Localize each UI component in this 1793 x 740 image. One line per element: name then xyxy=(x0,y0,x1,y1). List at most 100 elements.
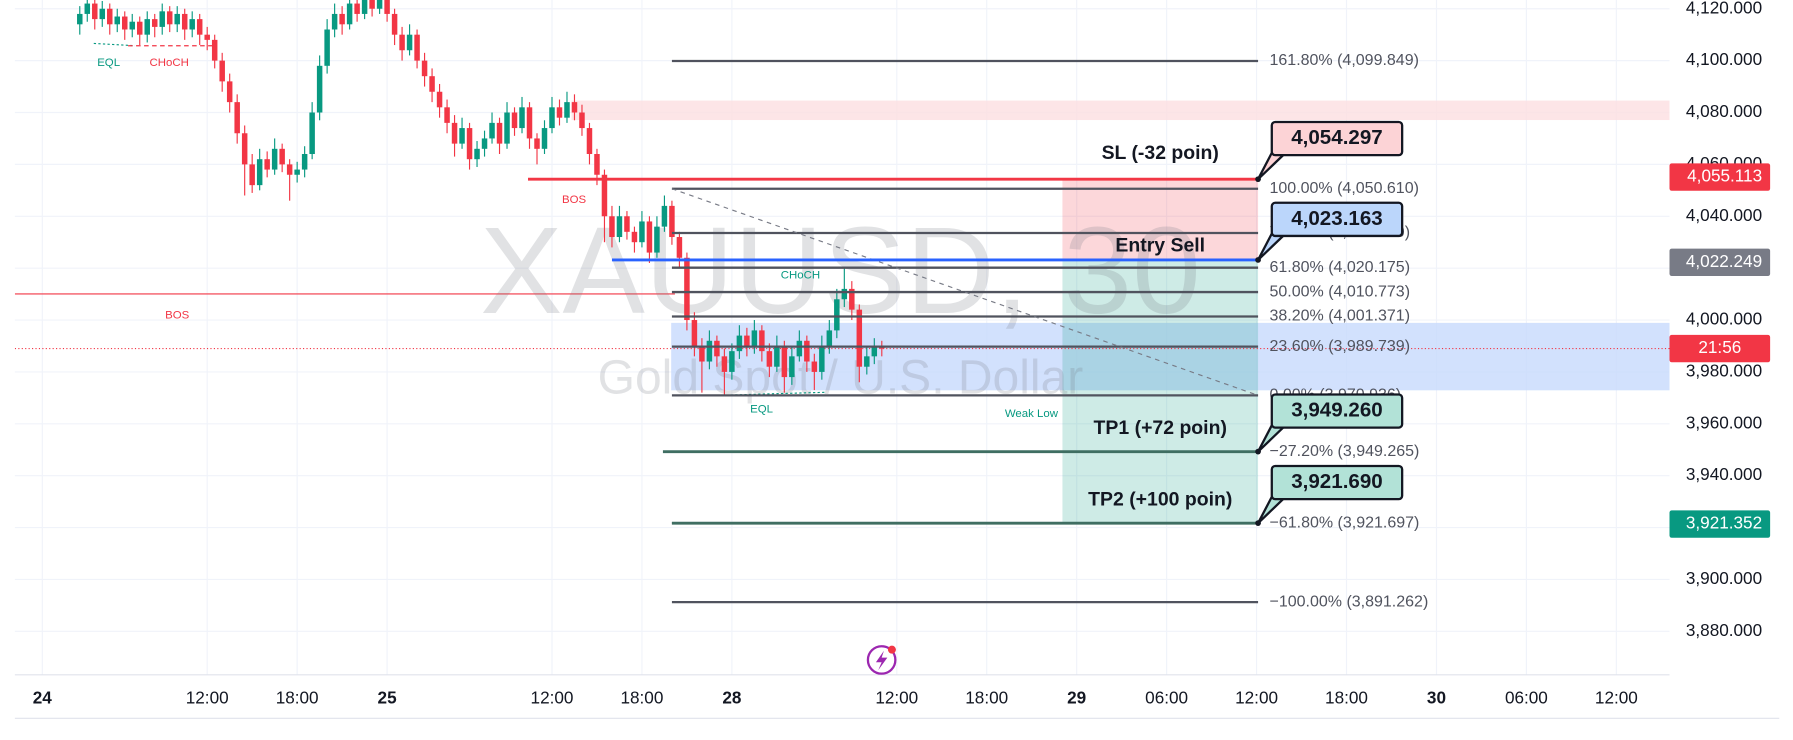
candle-body xyxy=(421,60,428,77)
countdown-tag xyxy=(1669,334,1771,363)
candle-body xyxy=(646,221,653,253)
position-name: TP1 (+72 poin) xyxy=(1094,417,1227,439)
candle-body xyxy=(496,122,503,144)
candle-body xyxy=(346,3,353,25)
candle-body xyxy=(339,13,345,25)
candle-body xyxy=(174,13,180,25)
x-tick-label: 18:00 xyxy=(276,687,319,707)
fib-label: −100.00% (3,891.262) xyxy=(1270,593,1429,610)
watermark-subtitle: Gold Spot / U.S. Dollar xyxy=(598,352,1084,405)
candle-body xyxy=(564,102,570,118)
candle-body xyxy=(459,128,465,144)
y-tick-label: 3,980.000 xyxy=(1686,360,1762,380)
candle-body xyxy=(279,148,285,165)
candle-body xyxy=(849,288,855,310)
y-tick-label: 4,040.000 xyxy=(1686,205,1762,225)
y-tick-label: 4,120.000 xyxy=(1686,0,1762,17)
position-name: SL (-32 poin) xyxy=(1102,142,1219,164)
callout-anchor xyxy=(1255,520,1261,527)
candle-body xyxy=(92,3,98,20)
candle-body xyxy=(129,21,135,30)
annotation: Weak Low xyxy=(1005,408,1059,420)
annotation: CHoCH xyxy=(150,57,189,69)
candle-body xyxy=(444,107,450,123)
callout-label: 3,921.690 xyxy=(1291,470,1383,493)
candle-body xyxy=(331,13,338,30)
candle-body xyxy=(766,351,773,367)
candle-body xyxy=(316,65,323,113)
icon-dot[interactable] xyxy=(887,645,896,654)
take-profit-area xyxy=(1062,259,1259,524)
candle-body xyxy=(534,138,540,149)
fib-label: 23.60% (3,989.739) xyxy=(1270,338,1411,355)
candle-body xyxy=(211,39,218,61)
annotation: CHoCH xyxy=(781,270,820,282)
candle-body xyxy=(706,340,713,362)
candle-body xyxy=(301,154,308,170)
candle-body xyxy=(864,356,870,367)
candle-body xyxy=(354,3,360,14)
candle-body xyxy=(451,122,458,144)
candle-body xyxy=(107,8,113,25)
y-tick-label: 3,960.000 xyxy=(1686,412,1762,432)
candle-body xyxy=(159,11,165,27)
candle-body xyxy=(759,330,765,352)
candle-body xyxy=(84,3,91,14)
candle-body xyxy=(249,164,255,186)
axes: 24 12:00 18:00 25 12:00 18:00 28 12:00 18:00 29 06… xyxy=(33,0,1771,707)
lightning-icon[interactable] xyxy=(866,645,897,675)
y-tick-label: 4,000.000 xyxy=(1686,309,1762,329)
fib-label: −61.80% (3,921.697) xyxy=(1270,514,1420,531)
candle-body xyxy=(691,320,698,346)
fib-label: 61.80% (4,020.175) xyxy=(1270,259,1411,276)
annotation: BOS xyxy=(165,310,189,322)
candle-body xyxy=(489,122,495,139)
icon-bolt[interactable] xyxy=(875,650,888,671)
candle-body xyxy=(77,13,83,25)
candle-body xyxy=(549,107,555,129)
x-tick-label: 06:00 xyxy=(1145,687,1188,707)
candle-body xyxy=(481,138,488,149)
candle-body xyxy=(511,112,518,129)
candle-body xyxy=(136,21,143,35)
annotation: EQL xyxy=(750,403,773,415)
price-tag-label: 4,022.249 xyxy=(1686,251,1762,271)
candle-body xyxy=(166,11,173,25)
x-tick-label: 18:00 xyxy=(965,687,1008,707)
candle-body xyxy=(639,221,645,243)
candle-body xyxy=(504,112,510,144)
x-tick-label: 12:00 xyxy=(531,687,574,707)
candle-body xyxy=(736,335,743,352)
candle-body xyxy=(631,231,638,243)
candle-body xyxy=(744,335,750,346)
candle-body xyxy=(669,205,675,238)
candle-body xyxy=(264,159,270,170)
annotation: BOS xyxy=(562,194,587,206)
candle-body xyxy=(196,19,203,35)
callout-box xyxy=(1270,393,1404,429)
candle-body xyxy=(609,216,615,238)
candle-body xyxy=(789,356,795,378)
candle-body xyxy=(189,19,195,30)
candle-body xyxy=(661,205,668,227)
candle-body xyxy=(256,159,263,186)
candle-body xyxy=(384,0,390,14)
candle-body xyxy=(579,112,585,129)
drawings-front: 161.80% (4,099.849)100.00% (4,050.610)78… xyxy=(93,42,1429,610)
annotation: EQL xyxy=(97,57,120,69)
candle-body xyxy=(436,91,443,108)
candle-body xyxy=(721,356,728,372)
candle-body xyxy=(601,174,608,217)
candle-body xyxy=(781,345,788,378)
candle-body xyxy=(826,330,833,346)
fib-label: 38.20% (4,001.371) xyxy=(1270,308,1411,325)
x-tick-label: 12:00 xyxy=(875,687,918,707)
x-tick-label: 12:00 xyxy=(186,687,229,707)
candle-body xyxy=(271,148,278,170)
fib-label: 50.00% (4,010.773) xyxy=(1270,283,1411,300)
candle-body xyxy=(414,34,420,61)
fib-trend-line xyxy=(671,188,1259,396)
price-tag-label: 4,055.113 xyxy=(1687,166,1762,186)
candle-body xyxy=(556,107,563,118)
